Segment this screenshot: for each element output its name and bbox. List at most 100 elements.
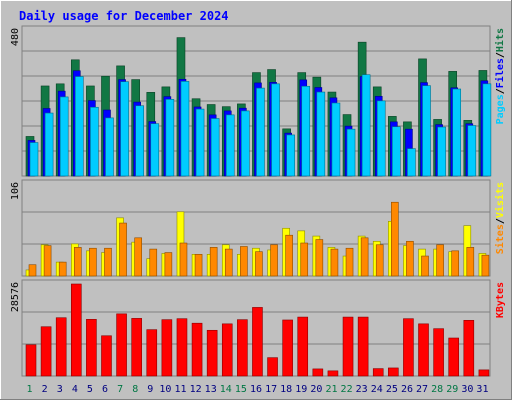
panel-middle: 106 Sites/Visits (10, 179, 506, 277)
bar-sites-29 (451, 250, 460, 277)
bar-kbytes-12 (191, 322, 203, 377)
bar-sites-11 (179, 242, 188, 277)
bar-sites-14 (224, 248, 233, 277)
x-axis-day-labels: 1 2 3 4 5 6 7 8 9 10 11 12 13 14 15 16 17 18 19 20 21 22 23 24 2… (27, 384, 489, 395)
bar-pages-30 (467, 125, 477, 177)
legend-separator: / (495, 52, 506, 58)
bar-sites-21 (330, 248, 339, 277)
x-tick-label-12: 12 (190, 384, 202, 395)
bar-kbytes-13 (206, 329, 218, 377)
bar-sites-20 (315, 239, 324, 277)
bar-sites-6 (104, 247, 112, 277)
bar-pages-29 (452, 88, 462, 177)
bar-pages-22 (346, 128, 356, 177)
x-tick-label-31: 31 (476, 384, 488, 395)
bar-sites-22 (345, 247, 354, 277)
panel-middle-ymax-label: 106 (10, 182, 21, 200)
bar-pages-14 (225, 114, 235, 177)
bar-pages-9 (150, 123, 160, 177)
bar-kbytes-8 (131, 318, 142, 377)
x-tick-label-22: 22 (341, 384, 353, 395)
bar-pages-16 (256, 87, 265, 177)
bar-pages-26 (407, 148, 416, 177)
bar-kbytes-31 (478, 369, 490, 377)
bar-pages-3 (59, 96, 69, 177)
bar-kbytes-25 (388, 367, 399, 377)
x-tick-label-26: 26 (401, 384, 413, 395)
x-tick-label-25: 25 (386, 384, 398, 395)
bar-sites-31 (481, 254, 490, 277)
bar-sites-16 (255, 251, 263, 277)
bar-sites-3 (58, 261, 67, 277)
bar-kbytes-4 (70, 283, 82, 377)
bar-kbytes-30 (463, 320, 475, 377)
bar-kbytes-20 (312, 368, 324, 377)
bar-kbytes-14 (221, 323, 233, 377)
bar-pages-11 (180, 81, 190, 177)
x-tick-label-9: 9 (147, 384, 153, 395)
bar-sites-28 (436, 244, 444, 277)
x-tick-label-2: 2 (42, 384, 48, 395)
bar-kbytes-16 (252, 307, 263, 377)
bar-kbytes-28 (433, 328, 444, 377)
bar-kbytes-2 (40, 326, 52, 377)
bar-sites-23 (360, 237, 369, 277)
bar-kbytes-7 (116, 313, 127, 377)
bar-pages-13 (210, 118, 220, 177)
bar-pages-27 (422, 85, 431, 177)
bar-pages-5 (90, 106, 99, 177)
bar-kbytes-24 (372, 368, 384, 377)
chart-title: Daily usage for December 2024 (19, 9, 229, 23)
bar-pages-20 (316, 91, 326, 177)
bar-kbytes-27 (418, 323, 429, 377)
legend-kbytes: KBytes (495, 282, 506, 318)
x-tick-label-23: 23 (356, 384, 368, 395)
bar-sites-8 (134, 237, 142, 277)
bar-pages-21 (331, 102, 341, 177)
panel-middle-legend: Sites/Visits (494, 182, 506, 254)
x-tick-label-16: 16 (250, 384, 262, 395)
bar-sites-26 (406, 240, 414, 277)
bar-sites-27 (421, 255, 429, 277)
bar-sites-9 (149, 248, 158, 277)
bar-kbytes-22 (342, 316, 354, 377)
bar-sites-2 (43, 245, 52, 277)
x-tick-label-30: 30 (461, 384, 473, 395)
bar-pages-12 (195, 108, 205, 177)
bar-pages-25 (392, 126, 401, 177)
legend-separator: / (495, 88, 506, 94)
panel-bottom: 28576 KBytes (10, 279, 506, 377)
bar-kbytes-23 (357, 316, 369, 377)
bar-kbytes-19 (297, 316, 309, 377)
x-tick-label-21: 21 (325, 384, 337, 395)
bar-kbytes-6 (101, 335, 112, 377)
series-pages (29, 74, 492, 177)
bar-sites-10 (164, 252, 173, 277)
bar-kbytes-3 (55, 317, 67, 377)
bar-sites-13 (209, 247, 218, 277)
x-tick-label-15: 15 (235, 384, 247, 395)
bar-pages-15 (241, 110, 250, 177)
bar-pages-23 (361, 74, 371, 177)
bar-kbytes-18 (282, 319, 293, 377)
x-tick-label-17: 17 (265, 384, 277, 395)
bar-pages-17 (271, 83, 280, 177)
bar-pages-19 (301, 85, 311, 177)
bar-pages-7 (120, 81, 129, 177)
legend-hits: Hits (494, 28, 506, 52)
bar-pages-31 (482, 83, 492, 177)
bar-sites-15 (240, 246, 248, 277)
bar-kbytes-5 (86, 319, 97, 377)
x-tick-label-19: 19 (295, 384, 307, 395)
x-tick-label-14: 14 (220, 384, 232, 395)
x-tick-label-8: 8 (132, 384, 138, 395)
legend-separator: / (495, 218, 506, 224)
legend-visits: Visits (494, 182, 506, 218)
bar-pages-6 (105, 117, 114, 177)
bar-pages-24 (376, 100, 386, 177)
bar-sites-7 (119, 222, 127, 277)
